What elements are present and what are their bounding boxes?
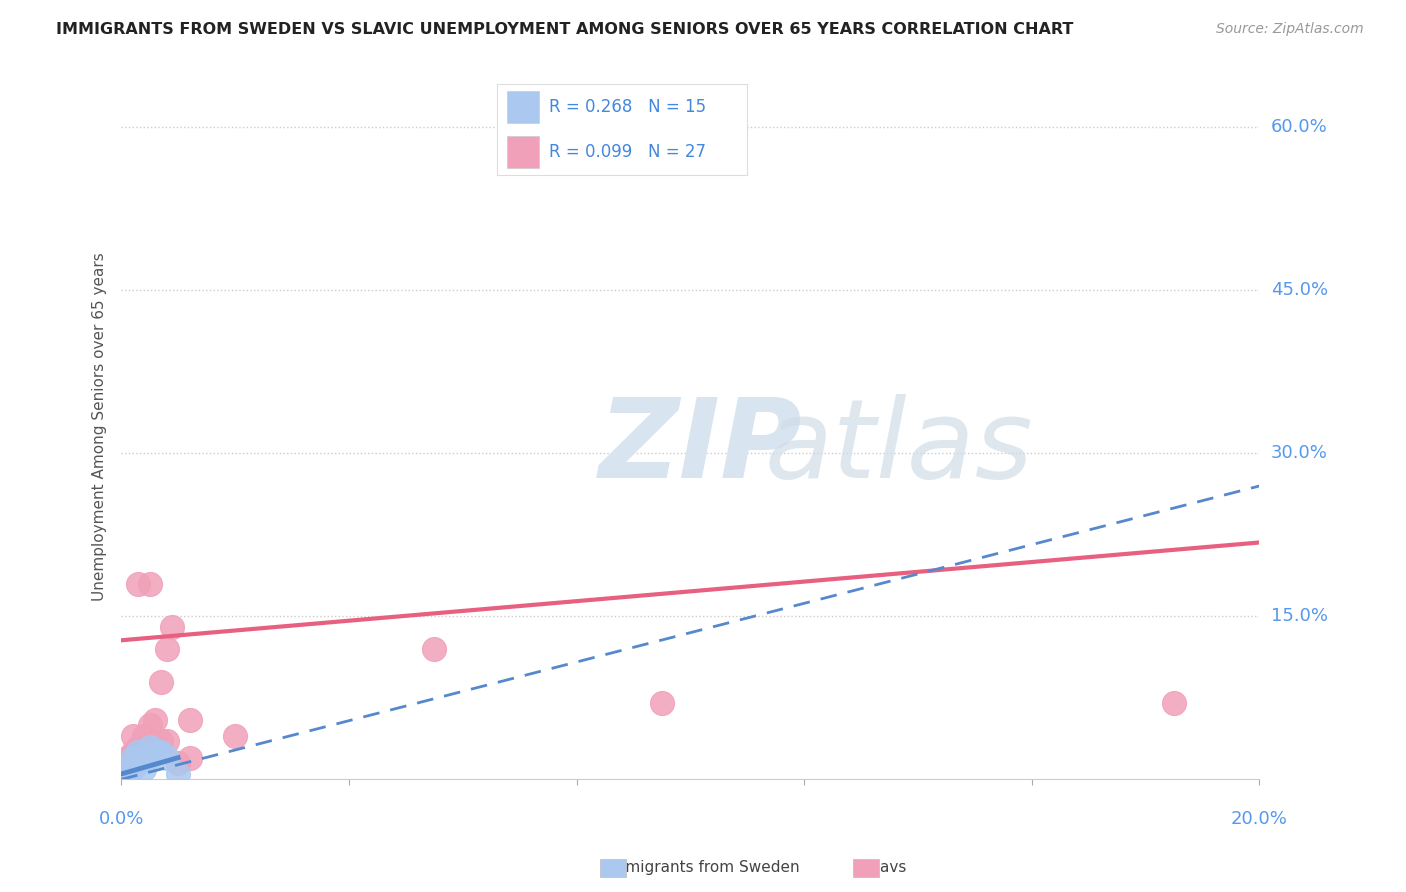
Point	[115, 762, 138, 776]
Point	[167, 756, 190, 770]
Point	[121, 762, 143, 776]
Point	[127, 739, 149, 754]
Point	[156, 642, 179, 657]
Point	[179, 713, 201, 727]
Text: Source: ZipAtlas.com: Source: ZipAtlas.com	[1216, 22, 1364, 37]
Point	[156, 734, 179, 748]
Point	[651, 696, 673, 710]
Point	[1163, 696, 1185, 710]
Text: 20.0%: 20.0%	[1232, 810, 1288, 828]
Point	[132, 729, 155, 743]
Point	[121, 745, 143, 759]
Text: atlas: atlas	[765, 394, 1033, 501]
Point	[112, 767, 135, 781]
Point	[127, 756, 149, 770]
Point	[132, 750, 155, 764]
Text: 60.0%: 60.0%	[1271, 119, 1327, 136]
Text: ZIP: ZIP	[599, 394, 803, 501]
Text: IMMIGRANTS FROM SWEDEN VS SLAVIC UNEMPLOYMENT AMONG SENIORS OVER 65 YEARS CORREL: IMMIGRANTS FROM SWEDEN VS SLAVIC UNEMPLO…	[56, 22, 1074, 37]
Text: Slavs: Slavs	[866, 861, 905, 875]
Y-axis label: Unemployment Among Seniors over 65 years: Unemployment Among Seniors over 65 years	[93, 252, 107, 600]
Point	[156, 750, 179, 764]
Point	[138, 745, 160, 759]
Point	[138, 718, 160, 732]
Point	[115, 762, 138, 776]
Point	[115, 750, 138, 764]
Point	[127, 745, 149, 759]
Point	[150, 674, 173, 689]
Point	[167, 767, 190, 781]
Point	[145, 739, 167, 754]
Point	[121, 750, 143, 764]
Point	[145, 745, 167, 759]
Point	[112, 756, 135, 770]
Point	[145, 713, 167, 727]
Text: Immigrants from Sweden: Immigrants from Sweden	[606, 861, 800, 875]
Point	[121, 729, 143, 743]
Point	[138, 739, 160, 754]
Point	[118, 767, 141, 781]
Point	[162, 620, 184, 634]
Point	[127, 750, 149, 764]
Point	[127, 576, 149, 591]
Text: 30.0%: 30.0%	[1271, 444, 1327, 462]
Text: 0.0%: 0.0%	[98, 810, 143, 828]
Point	[132, 762, 155, 776]
Point	[150, 745, 173, 759]
Point	[150, 734, 173, 748]
Text: 15.0%: 15.0%	[1271, 607, 1327, 625]
Point	[179, 750, 201, 764]
Text: 45.0%: 45.0%	[1271, 281, 1327, 300]
Point	[138, 576, 160, 591]
Point	[423, 642, 446, 657]
Point	[132, 750, 155, 764]
Point	[224, 729, 246, 743]
Point	[138, 750, 160, 764]
